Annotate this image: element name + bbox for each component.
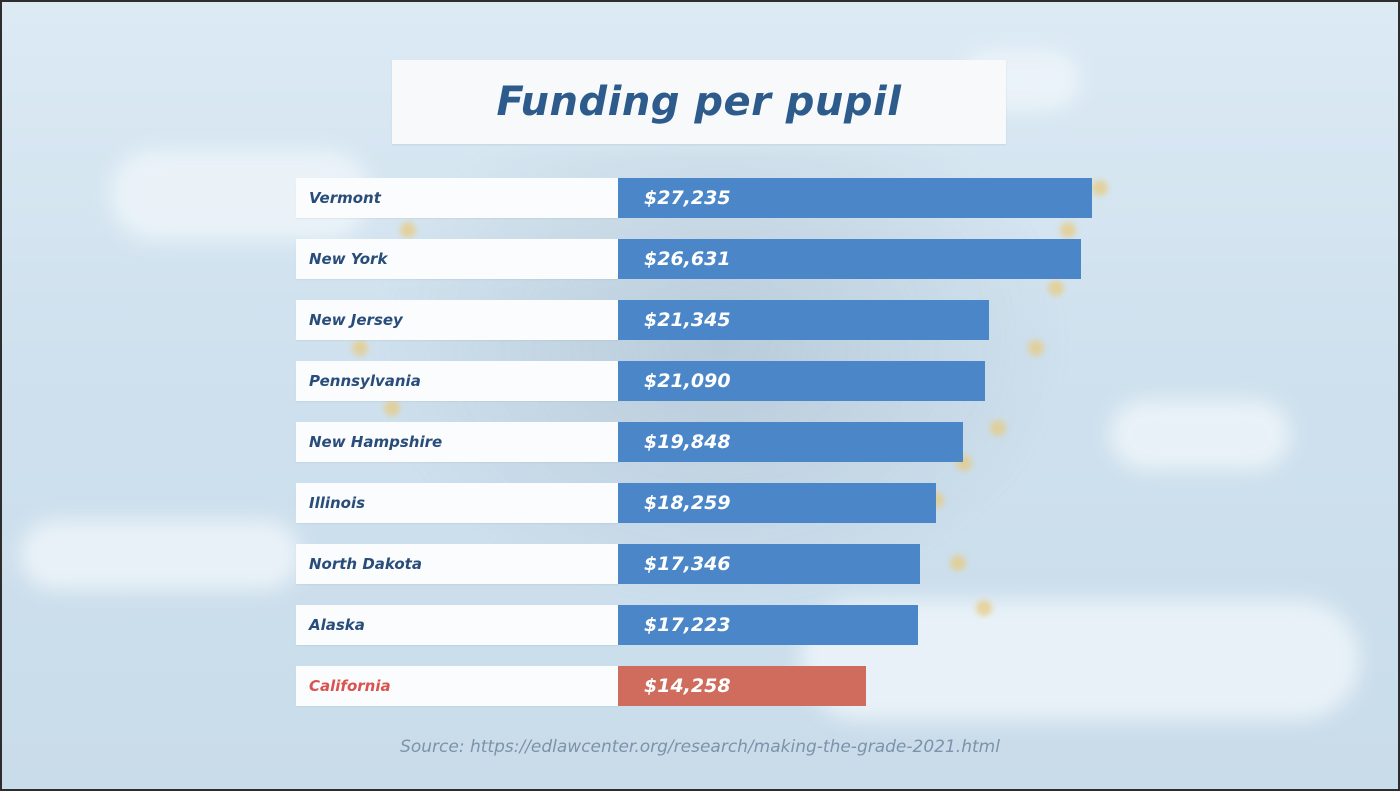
bar bbox=[618, 361, 985, 401]
chart-title: Funding per pupil bbox=[496, 79, 902, 125]
bar bbox=[618, 178, 1092, 218]
bar-value-label: $27,235 bbox=[644, 187, 731, 209]
category-label: Alaska bbox=[309, 616, 365, 634]
map-dot bbox=[352, 340, 368, 356]
bar-value-label: $14,258 bbox=[644, 675, 731, 697]
category-label: New York bbox=[309, 250, 388, 268]
bar bbox=[618, 300, 989, 340]
map-dot bbox=[400, 222, 416, 238]
map-dot bbox=[384, 400, 400, 416]
category-label-card: Pennsylvania bbox=[296, 361, 618, 401]
category-label-card: Vermont bbox=[296, 178, 618, 218]
category-label-card: New Jersey bbox=[296, 300, 618, 340]
bar-value-label: $17,346 bbox=[644, 553, 731, 575]
bar bbox=[618, 483, 936, 523]
category-label: North Dakota bbox=[309, 555, 422, 573]
bar-value-label: $19,848 bbox=[644, 431, 731, 453]
bar-value-label: $21,345 bbox=[644, 309, 731, 331]
map-dot bbox=[1092, 180, 1108, 196]
bar-value-label: $17,223 bbox=[644, 614, 731, 636]
category-label-card: New Hampshire bbox=[296, 422, 618, 462]
bar-value-label: $26,631 bbox=[644, 248, 731, 270]
background-cloud bbox=[20, 520, 300, 590]
category-label-card: New York bbox=[296, 239, 618, 279]
chart-title-card: Funding per pupil bbox=[392, 60, 1006, 144]
map-dot bbox=[1060, 222, 1076, 238]
bar bbox=[618, 605, 918, 645]
bar-value-label: $18,259 bbox=[644, 492, 731, 514]
map-dot bbox=[990, 420, 1006, 436]
map-dot bbox=[1028, 340, 1044, 356]
category-label: Illinois bbox=[309, 494, 366, 512]
category-label-card: Alaska bbox=[296, 605, 618, 645]
map-dot bbox=[1048, 280, 1064, 296]
category-label: Pennsylvania bbox=[309, 372, 421, 390]
category-label-card: Illinois bbox=[296, 483, 618, 523]
bar bbox=[618, 666, 866, 706]
category-label: Vermont bbox=[309, 189, 381, 207]
category-label: California bbox=[309, 677, 391, 695]
category-label: New Jersey bbox=[309, 311, 403, 329]
category-label: New Hampshire bbox=[309, 433, 443, 451]
category-label-card: California bbox=[296, 666, 618, 706]
bar-value-label: $21,090 bbox=[644, 370, 731, 392]
category-label-card: North Dakota bbox=[296, 544, 618, 584]
map-dot bbox=[950, 555, 966, 571]
background-cloud bbox=[1110, 400, 1290, 470]
source-citation: Source: https://edlawcenter.org/research… bbox=[400, 737, 1000, 757]
map-dot bbox=[976, 600, 992, 616]
bar bbox=[618, 239, 1081, 279]
bar bbox=[618, 422, 963, 462]
bar bbox=[618, 544, 920, 584]
